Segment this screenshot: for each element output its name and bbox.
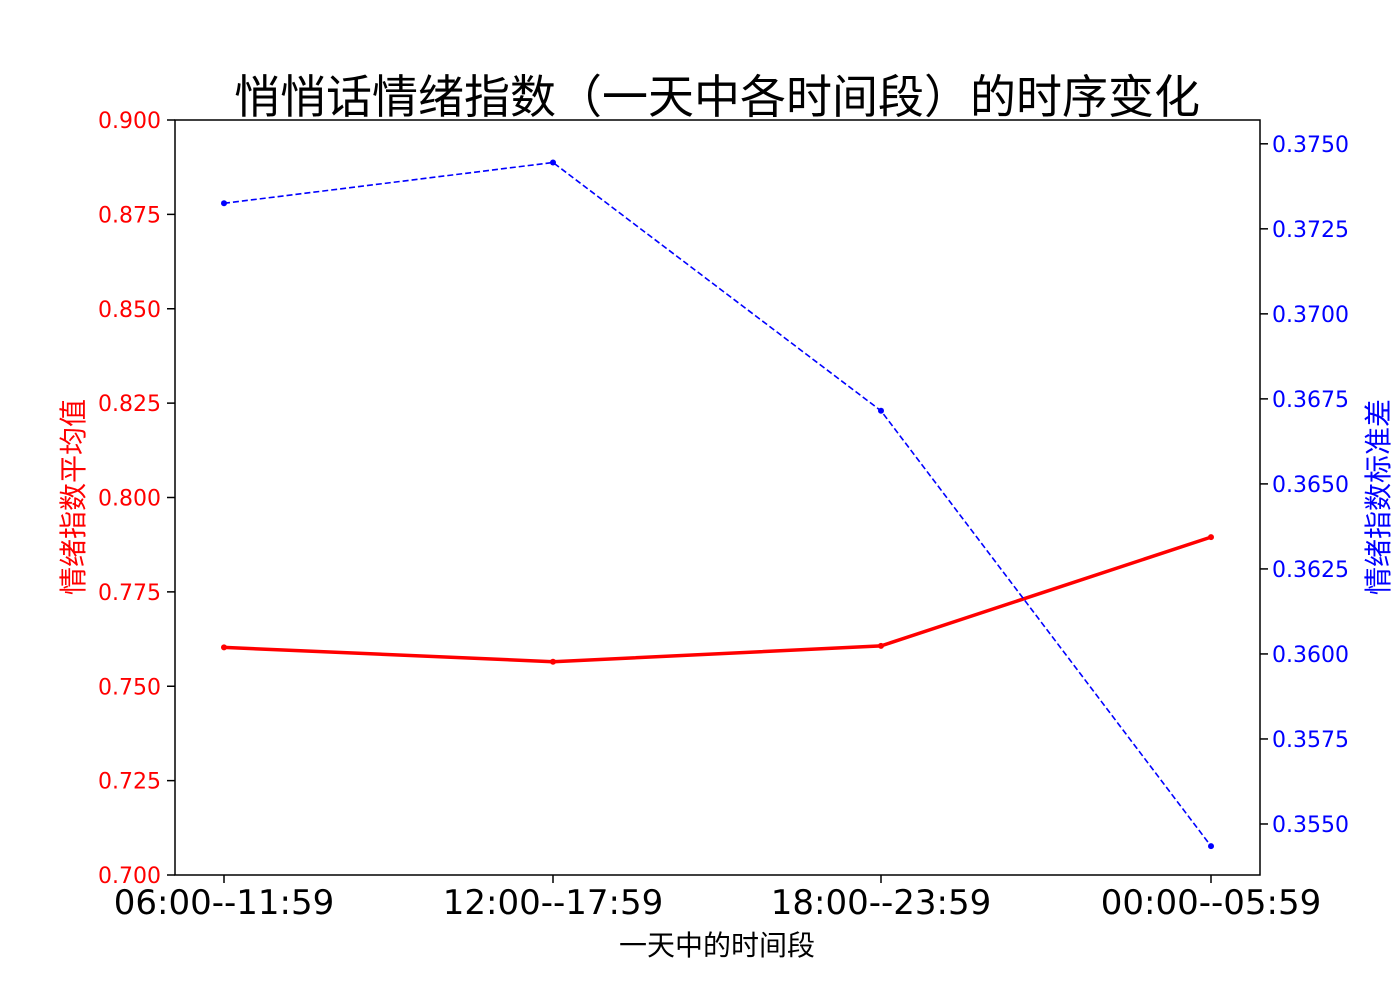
left-tick-label: 0.775 bbox=[98, 581, 161, 606]
chart-title: 悄悄话情绪指数（一天中各时间段）的时序变化 bbox=[234, 70, 1200, 124]
right-tick-label: 0.3650 bbox=[1272, 473, 1349, 498]
series-layer bbox=[221, 159, 1214, 850]
data-point-left bbox=[221, 644, 227, 651]
data-point-right bbox=[550, 159, 556, 166]
right-tick-label: 0.3700 bbox=[1272, 303, 1349, 328]
x-tick-label: 18:00--23:59 bbox=[771, 883, 992, 923]
data-point-right bbox=[1208, 843, 1214, 850]
left-tick-label: 0.850 bbox=[98, 298, 161, 323]
right-tick-label: 0.3675 bbox=[1272, 388, 1349, 413]
right-tick-label: 0.3575 bbox=[1272, 728, 1349, 753]
right-axis-title: 情绪指数标准差 bbox=[1362, 399, 1395, 595]
left-axis-ticks: 0.700 0.725 0.750 0.775 0.800 0.825 0.850 0.875… bbox=[98, 109, 175, 889]
x-tick-label: 12:00--17:59 bbox=[443, 883, 664, 923]
series-line-left bbox=[223, 535, 1212, 664]
x-axis-title: 一天中的时间段 bbox=[619, 929, 815, 962]
left-tick-label: 0.725 bbox=[98, 770, 161, 795]
left-tick-label: 0.825 bbox=[98, 392, 161, 417]
right-axis-ticks: 0.3550 0.3575 0.3600 0.3625 0.3650 0.3675 0.37… bbox=[1260, 133, 1349, 838]
left-tick-label: 0.900 bbox=[98, 109, 161, 134]
x-axis-ticks: 06:00--11:59 12:00--17:59 18:00--23:59 00:0… bbox=[114, 875, 1322, 923]
data-point-left bbox=[878, 642, 884, 649]
left-tick-label: 0.875 bbox=[98, 203, 161, 228]
right-tick-label: 0.3725 bbox=[1272, 218, 1349, 243]
right-tick-label: 0.3600 bbox=[1272, 643, 1349, 668]
x-tick-label: 06:00--11:59 bbox=[114, 883, 335, 923]
left-tick-label: 0.800 bbox=[98, 487, 161, 512]
right-tick-label: 0.3550 bbox=[1272, 813, 1349, 838]
left-tick-label: 0.750 bbox=[98, 675, 161, 700]
data-point-right bbox=[878, 407, 884, 414]
data-point-right bbox=[221, 200, 227, 207]
right-tick-label: 0.3750 bbox=[1272, 133, 1349, 158]
series-line-right bbox=[223, 161, 1212, 847]
data-point-left bbox=[1208, 534, 1214, 541]
left-axis-title: 情绪指数平均值 bbox=[57, 399, 90, 595]
x-tick-label: 00:00--05:59 bbox=[1101, 883, 1322, 923]
left-tick-label: 0.700 bbox=[98, 864, 161, 889]
right-tick-label: 0.3625 bbox=[1272, 558, 1349, 583]
plot-frame bbox=[174, 119, 1261, 876]
data-point-left bbox=[550, 658, 556, 665]
